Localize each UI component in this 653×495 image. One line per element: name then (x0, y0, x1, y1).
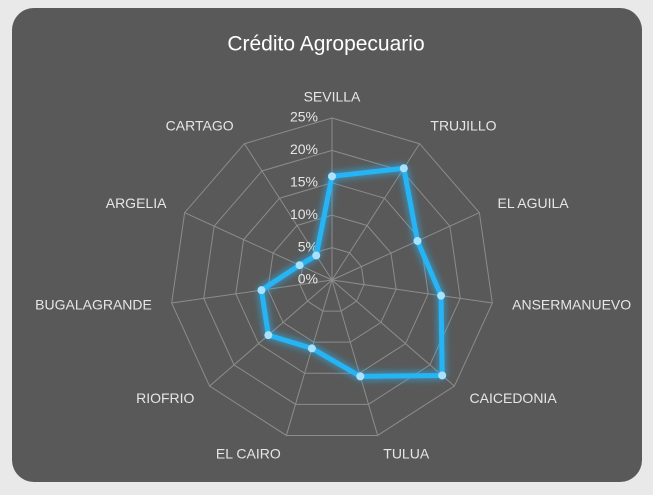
category-label: TRUJILLO (430, 118, 496, 134)
data-point (356, 372, 365, 381)
data-point (312, 251, 321, 260)
grid-ring (203, 149, 461, 405)
tick-label: 20% (290, 141, 318, 157)
category-label: EL CAIRO (216, 445, 281, 461)
category-label: SEVILLA (304, 89, 361, 105)
data-point (328, 172, 336, 181)
data-point (399, 164, 408, 173)
data-point (264, 331, 273, 340)
spoke (331, 212, 480, 281)
category-label: ANSERMANUEVO (512, 297, 631, 313)
panel (12, 8, 642, 482)
spoke (331, 279, 455, 387)
tick-label: 0% (298, 271, 318, 287)
spoke (285, 279, 333, 436)
category-label: CAICEDONIA (470, 390, 558, 406)
data-point (437, 291, 446, 300)
grid-ring (171, 117, 493, 436)
category-label: ARGELIA (106, 195, 167, 211)
category-label: EL AGUILA (498, 195, 570, 211)
spoke (171, 279, 333, 304)
spoke (331, 279, 379, 436)
chart-title: Crédito Agropecuario (227, 33, 424, 56)
tick-label: 15% (290, 174, 318, 190)
data-point (295, 261, 304, 270)
data-point (438, 371, 447, 380)
grid-ring (267, 214, 397, 343)
tick-label: 5% (298, 238, 318, 254)
data-point (257, 286, 266, 295)
tick-label: 25% (290, 109, 318, 125)
category-label: TULUA (383, 445, 430, 461)
tick-label: 10% (290, 206, 318, 222)
data-point (307, 344, 316, 353)
spoke (184, 212, 333, 281)
data-point (413, 236, 422, 245)
category-label: CARTAGO (166, 118, 234, 134)
category-label: RIOFRIO (136, 390, 194, 406)
category-label: BUGALAGRANDE (35, 297, 152, 313)
spoke (331, 279, 493, 304)
